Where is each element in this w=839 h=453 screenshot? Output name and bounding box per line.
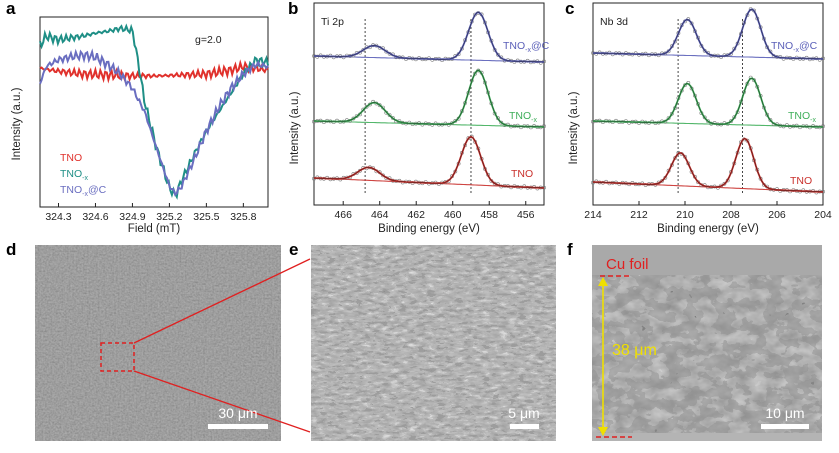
xtick-label: 460 xyxy=(444,209,462,221)
panel-b-xticks: 466 464 462 460 458 456 xyxy=(334,201,535,221)
legend-tno-x: TNO-x xyxy=(60,168,89,182)
fit-envelope xyxy=(314,12,545,63)
panel-c-xlabel: Binding energy (eV) xyxy=(657,223,759,235)
data-points-tno xyxy=(312,134,546,191)
cu-foil-label: Cu foil xyxy=(606,256,649,273)
bottom-layer xyxy=(592,433,822,441)
data-point xyxy=(706,119,710,124)
panel-c-xticks: 214 212 210 208 206 204 xyxy=(584,201,832,221)
series-line-tno xyxy=(39,59,269,84)
scale-label-f: 10 μm xyxy=(765,405,804,421)
zoom-box xyxy=(100,342,135,372)
b-label-tno-x-c: TNO-x@C xyxy=(503,40,550,54)
panel-a-xlabel: Field (mT) xyxy=(128,223,181,235)
panel-a: a Intensity (a.u.) g=2.0 324.3 324.6 324.9… xyxy=(6,0,269,235)
fit-envelope xyxy=(592,77,824,128)
fit-envelope xyxy=(314,70,545,128)
series-line-tno-x-c xyxy=(39,48,269,197)
data-point xyxy=(683,83,687,88)
data-point xyxy=(364,104,369,109)
xtick-label: 210 xyxy=(676,209,694,221)
panel-a-xtick-label: 325.8 xyxy=(230,211,256,223)
arrow-head-top xyxy=(598,277,608,286)
panel-c-ylabel: Intensity (a.u.) xyxy=(568,91,580,164)
panel-label-e: e xyxy=(289,240,298,259)
c-label-tno-x-c: TNO-x@C xyxy=(771,40,818,54)
panel-a-frame xyxy=(39,16,269,208)
panel-b-title: Ti 2p xyxy=(321,16,344,28)
xtick-label: 208 xyxy=(722,209,740,221)
panel-a-xtick-label: 325.2 xyxy=(156,211,182,223)
panel-c-series xyxy=(591,7,825,195)
b-label-tno-x: TNO-x xyxy=(509,110,538,124)
xtick-label: 214 xyxy=(584,209,602,221)
panel-b-xlabel: Binding energy (eV) xyxy=(378,223,480,235)
c-label-tno-x: TNO-x xyxy=(788,110,817,124)
b-label-tno: TNO xyxy=(511,168,533,180)
scale-label-e: 5 μm xyxy=(508,405,539,421)
sem-texture-e xyxy=(311,245,556,441)
panel-d: d 30 μm xyxy=(6,240,311,441)
panel-b-frame xyxy=(313,2,545,206)
panel-a-series xyxy=(39,23,269,200)
panel-a-xtick-label: 324.9 xyxy=(119,211,145,223)
xtick-label: 212 xyxy=(630,209,648,221)
panel-b-series xyxy=(312,11,546,195)
zoom-line-top xyxy=(133,258,311,344)
panel-c-frame xyxy=(592,2,824,206)
fit-envelope xyxy=(592,8,824,60)
panel-label-d: d xyxy=(6,240,16,259)
panel-c-title: Nb 3d xyxy=(600,16,628,28)
zoom-line-bottom xyxy=(133,370,311,433)
scale-bar-e xyxy=(510,424,539,429)
data-point xyxy=(381,173,385,178)
data-point xyxy=(729,119,733,124)
data-point xyxy=(660,179,664,183)
panel-a-legend: TNO TNO-x TNO-x@C xyxy=(60,152,107,198)
panel-a-annotation: g=2.0 xyxy=(195,34,222,46)
scale-label-d: 30 μm xyxy=(218,405,257,421)
scale-bar-d xyxy=(208,424,268,429)
scale-bar-f xyxy=(761,424,809,429)
xtick-label: 204 xyxy=(814,209,832,221)
panel-a-xtick-label: 324.3 xyxy=(45,211,71,223)
c-label-tno: TNO xyxy=(790,175,812,187)
panel-label-b: b xyxy=(288,0,298,18)
panel-label-c: c xyxy=(565,0,574,18)
sem-texture-f xyxy=(592,275,822,433)
thickness-label: 38 μm xyxy=(612,342,657,359)
xtick-label: 206 xyxy=(768,209,786,221)
fit-envelope xyxy=(592,138,824,193)
panel-c: c Intensity (a.u.) Nb 3d 214 212 210 208 206… xyxy=(565,0,832,235)
panel-label-f: f xyxy=(567,240,573,259)
xtick-label: 462 xyxy=(407,209,425,221)
data-point xyxy=(722,181,727,186)
panel-f: f Cu foil 38 μm 10 μm xyxy=(567,240,822,441)
panel-b: b Intensity (a.u.) Ti 2p 466 464 462 460 458… xyxy=(288,0,550,235)
fit-curve xyxy=(313,135,545,189)
xtick-label: 458 xyxy=(480,209,498,221)
panel-a-xticks: 324.3 324.6 324.9 325.2 325.5 325.8 xyxy=(45,203,257,223)
panel-e: e 5 μm xyxy=(289,240,556,441)
data-point xyxy=(377,103,382,108)
fit-envelope xyxy=(313,136,545,189)
panel-a-xtick-label: 324.6 xyxy=(82,211,108,223)
xtick-label: 466 xyxy=(334,209,352,221)
xtick-label: 464 xyxy=(371,209,389,221)
panel-a-ylabel: Intensity (a.u.) xyxy=(11,87,23,160)
fit-curve xyxy=(314,11,545,63)
panel-label-a: a xyxy=(6,0,16,18)
arrow-head-bottom xyxy=(598,427,608,436)
fit-curve xyxy=(592,137,824,193)
legend-tno-x-c: TNO-x@C xyxy=(60,184,107,198)
cu-foil-layer xyxy=(592,245,822,275)
data-point xyxy=(387,113,392,118)
legend-tno: TNO xyxy=(60,152,82,164)
panel-b-ylabel: Intensity (a.u.) xyxy=(289,91,301,164)
xtick-label: 456 xyxy=(517,209,535,221)
panel-a-xtick-label: 325.5 xyxy=(193,211,219,223)
